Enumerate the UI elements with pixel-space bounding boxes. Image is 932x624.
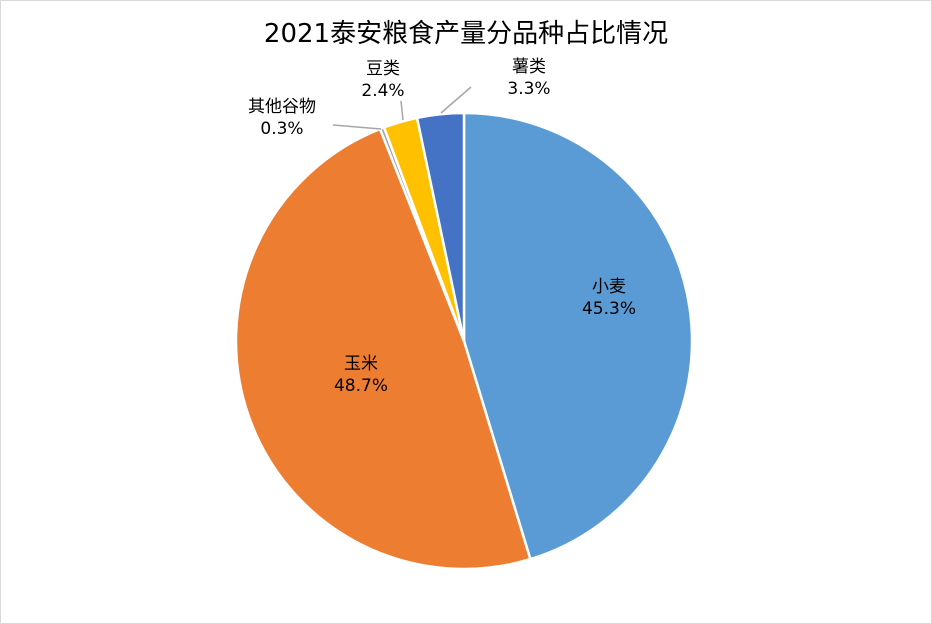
slice-name-label: 其他谷物 xyxy=(248,97,316,117)
slice-name-label: 小麦 xyxy=(592,277,626,297)
leader-line-4 xyxy=(400,100,404,121)
chart-title: 2021泰安粮食产量分品种占比情况 xyxy=(263,19,669,49)
slice-percent-label: 2.4% xyxy=(361,81,404,101)
slice-name-label: 薯类 xyxy=(512,57,546,77)
pie-slice-2 xyxy=(234,127,532,571)
slice-percent-label: 48.7% xyxy=(334,376,388,396)
pie-slice-5 xyxy=(415,111,466,342)
pie-slice-1 xyxy=(462,111,694,561)
leader-line-3 xyxy=(332,124,382,130)
slice-name-label: 豆类 xyxy=(366,59,400,79)
slice-percent-label: 0.3% xyxy=(260,119,303,139)
slice-percent-label: 45.3% xyxy=(582,299,636,319)
slice-percent-label: 3.3% xyxy=(507,79,550,99)
slice-name-label: 玉米 xyxy=(344,354,378,374)
leader-line-5 xyxy=(440,86,472,114)
